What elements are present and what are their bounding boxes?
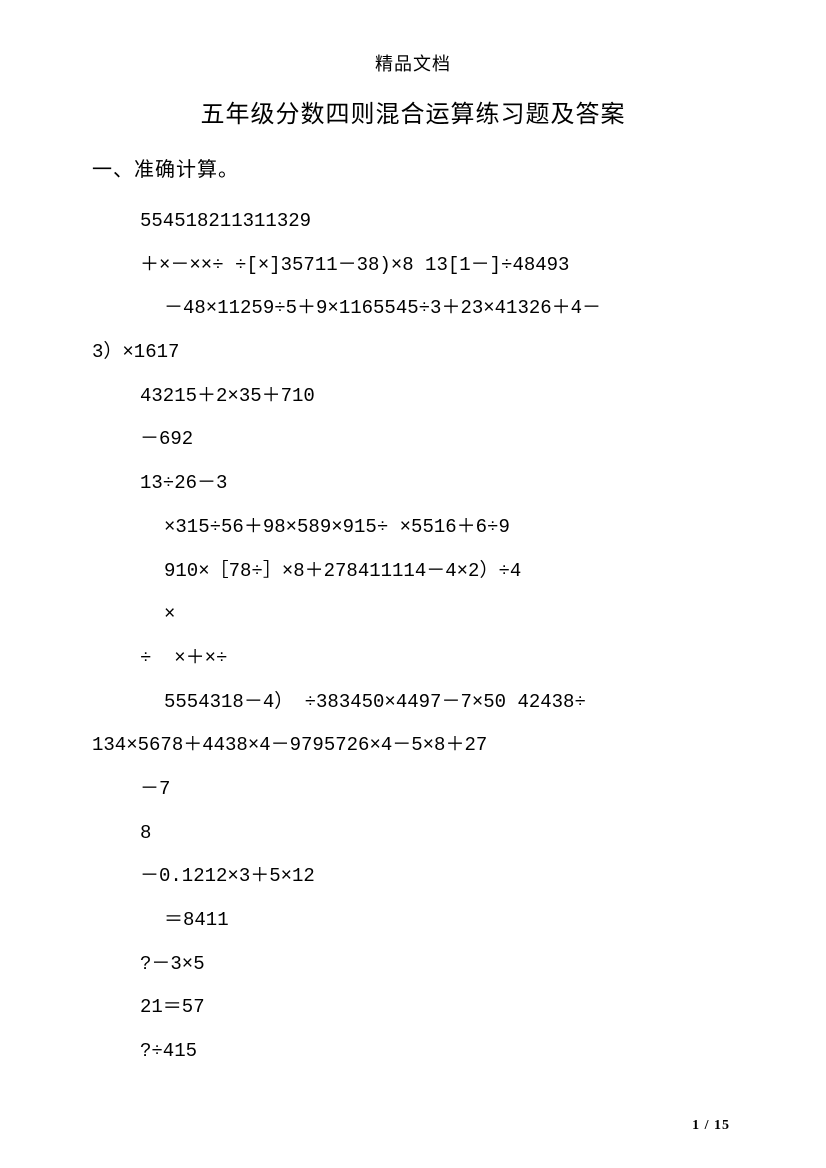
body-line: 5554318－4） ÷383450×4497－7×50 42438÷ [92, 681, 734, 725]
document-title: 五年级分数四则混合运算练习题及答案 [92, 94, 734, 129]
document-body: 554518211311329＋×－××÷ ÷[×]35711－38)×8 13… [92, 200, 734, 1074]
body-line: ?－3×5 [92, 943, 734, 987]
body-line: 13÷26－3 [92, 462, 734, 506]
body-line: ＝8411 [92, 899, 734, 943]
body-line: 21＝57 [92, 986, 734, 1030]
body-line: 8 [92, 812, 734, 856]
page: 精品文档 五年级分数四则混合运算练习题及答案 一、准确计算。 554518211… [0, 0, 826, 1168]
body-line: ?÷415 [92, 1030, 734, 1074]
body-line: 910×［78÷］×8＋278411114－4×2）÷4 [92, 550, 734, 594]
body-line: －7 [92, 768, 734, 812]
body-line: －0.1212×3＋5×12 [92, 855, 734, 899]
body-line: × [92, 593, 734, 637]
body-line: －692 [92, 418, 734, 462]
body-line: ÷ ×＋×÷ [92, 637, 734, 681]
body-line: 554518211311329 [92, 200, 734, 244]
body-line: －48×11259÷5＋9×1165545÷3＋23×41326＋4－ [92, 287, 734, 331]
page-number: 1 / 15 [692, 1118, 730, 1134]
body-line: 43215＋2×35＋710 [92, 375, 734, 419]
section-heading: 一、准确计算。 [92, 153, 734, 182]
page-header: 精品文档 [92, 50, 734, 76]
body-line: 3）×1617 [92, 331, 734, 375]
body-line: ＋×－××÷ ÷[×]35711－38)×8 13[1－]÷48493 [92, 244, 734, 288]
body-line: 134×5678＋4438×4－9795726×4－5×8＋27 [92, 724, 734, 768]
body-line: ×315÷56＋98×589×915÷ ×5516＋6÷9 [92, 506, 734, 550]
